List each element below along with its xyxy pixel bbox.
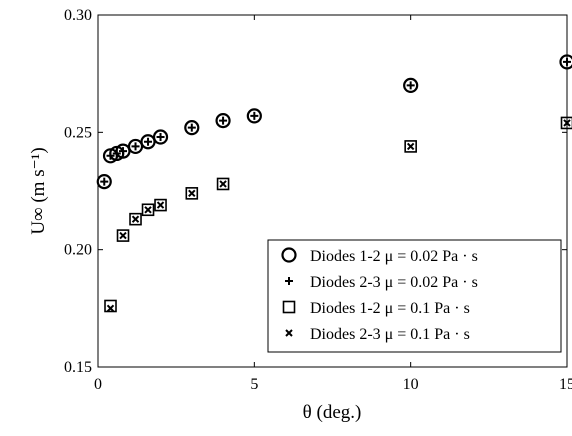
axis-ticks <box>97 14 568 368</box>
data-point-series-1 <box>152 129 169 145</box>
legend: Diodes 1-2 μ = 0.02 Pa · s Diodes 2-3 μ … <box>267 239 562 353</box>
data-point-series-2 <box>563 57 571 66</box>
legend-entry-4: Diodes 2-3 μ = 0.1 Pa · s <box>310 326 470 343</box>
data-point-series-2 <box>156 133 165 142</box>
data-point-series-1 <box>403 77 419 94</box>
x-tick-label: 15 <box>559 376 572 393</box>
y-tick-label: 0.20 <box>64 242 92 259</box>
data-point-series-3 <box>154 198 167 212</box>
data-point-series-4 <box>106 304 115 313</box>
data-point-series-4 <box>131 215 140 223</box>
legend-marker-1 <box>281 247 297 263</box>
data-point-series-1 <box>184 120 200 136</box>
data-point-series-3 <box>129 212 142 226</box>
data-point-series-4 <box>156 201 165 209</box>
data-point-series-3 <box>216 177 230 191</box>
data-point-series-3 <box>104 299 117 313</box>
data-point-series-1 <box>246 108 262 124</box>
legend-marker-2 <box>285 277 293 285</box>
data-point-series-4 <box>144 206 152 214</box>
data-points <box>96 54 572 313</box>
data-point-series-2 <box>112 149 121 158</box>
data-point-series-2 <box>406 81 415 90</box>
data-point-series-1 <box>215 112 231 129</box>
x-tick-label: 0 <box>94 376 102 393</box>
data-point-series-3 <box>185 187 199 200</box>
y-tick-label: 0.15 <box>64 359 92 376</box>
data-point-series-2 <box>119 147 128 156</box>
x-axis-title: θ (deg.) <box>303 402 362 423</box>
data-point-series-1 <box>140 134 156 150</box>
data-point-series-1 <box>559 54 572 70</box>
y-axis-title: U∞ (m s⁻¹) <box>28 147 49 234</box>
data-point-series-3 <box>560 116 572 130</box>
data-point-series-4 <box>406 142 415 151</box>
data-point-series-3 <box>404 140 417 153</box>
x-tick-label: 5 <box>250 376 258 393</box>
legend-marker-3 <box>282 300 296 314</box>
data-point-series-4 <box>119 231 127 240</box>
data-point-series-1 <box>96 174 112 190</box>
legend-entry-3: Diodes 1-2 μ = 0.1 Pa · s <box>310 300 470 317</box>
data-point-series-4 <box>219 180 227 188</box>
y-tick-label: 0.25 <box>64 124 92 141</box>
data-point-series-2 <box>250 111 259 120</box>
data-point-series-2 <box>219 116 228 125</box>
data-point-series-2 <box>106 151 115 160</box>
legend-entry-1: Diodes 1-2 μ = 0.02 Pa · s <box>310 248 478 265</box>
legend-entry-2: Diodes 2-3 μ = 0.02 Pa · s <box>310 274 478 291</box>
data-point-series-2 <box>100 177 109 186</box>
data-point-series-3 <box>116 229 130 242</box>
legend-markers <box>281 247 297 337</box>
x-tick-label: 10 <box>403 376 419 393</box>
data-point-series-1 <box>127 138 144 155</box>
data-point-series-2 <box>144 137 153 146</box>
data-point-series-4 <box>563 119 571 127</box>
data-point-series-2 <box>131 142 140 151</box>
data-point-series-4 <box>188 189 196 198</box>
data-point-series-3 <box>141 203 155 217</box>
axis-tick-labels: 0 5 10 15 0.15 0.20 0.25 0.30 <box>64 7 572 393</box>
plot-frame <box>97 14 568 368</box>
legend-box <box>267 239 562 353</box>
y-tick-label: 0.30 <box>64 7 92 24</box>
data-point-series-2 <box>187 123 196 132</box>
legend-marker-4 <box>285 329 293 337</box>
